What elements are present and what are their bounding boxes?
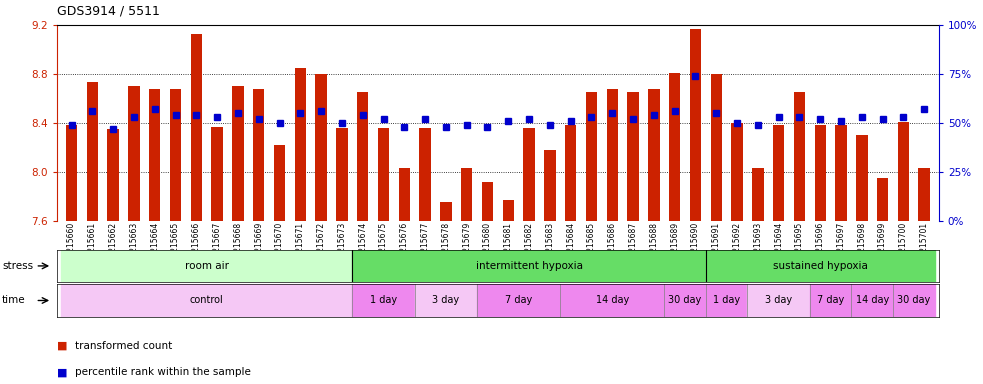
Text: stress: stress: [2, 261, 33, 271]
Text: ■: ■: [57, 367, 68, 377]
Bar: [170, 89, 181, 221]
Bar: [565, 125, 576, 221]
Bar: [810, 284, 851, 317]
Bar: [232, 86, 244, 221]
Bar: [648, 89, 660, 221]
Bar: [893, 284, 935, 317]
Bar: [336, 128, 348, 221]
Bar: [627, 92, 639, 221]
Bar: [815, 125, 826, 221]
Text: 14 day: 14 day: [855, 295, 889, 306]
Bar: [440, 202, 451, 221]
Text: 3 day: 3 day: [433, 295, 459, 306]
Bar: [665, 284, 706, 317]
Bar: [586, 92, 598, 221]
Bar: [482, 182, 493, 221]
Text: ■: ■: [57, 341, 68, 351]
Bar: [398, 168, 410, 221]
Bar: [352, 250, 706, 282]
Bar: [87, 83, 98, 221]
Bar: [731, 123, 743, 221]
Text: 7 day: 7 day: [817, 295, 844, 306]
Bar: [523, 128, 535, 221]
Bar: [851, 284, 893, 317]
Bar: [747, 284, 810, 317]
Bar: [211, 127, 223, 221]
Bar: [461, 168, 473, 221]
Bar: [274, 145, 285, 221]
Bar: [191, 33, 202, 221]
Bar: [897, 122, 909, 221]
Bar: [61, 250, 352, 282]
Bar: [690, 29, 701, 221]
Bar: [253, 89, 264, 221]
Text: sustained hypoxia: sustained hypoxia: [773, 261, 868, 271]
Text: room air: room air: [185, 261, 229, 271]
Bar: [107, 129, 119, 221]
Bar: [61, 284, 352, 317]
Bar: [706, 250, 935, 282]
Bar: [607, 89, 618, 221]
Text: transformed count: transformed count: [75, 341, 172, 351]
Bar: [149, 89, 160, 221]
Text: 30 day: 30 day: [897, 295, 931, 306]
Text: percentile rank within the sample: percentile rank within the sample: [75, 367, 251, 377]
Text: 1 day: 1 day: [370, 295, 397, 306]
Bar: [752, 168, 764, 221]
Text: intermittent hypoxia: intermittent hypoxia: [476, 261, 583, 271]
Bar: [352, 284, 415, 317]
Text: 3 day: 3 day: [765, 295, 792, 306]
Bar: [918, 168, 930, 221]
Bar: [66, 125, 78, 221]
Text: 14 day: 14 day: [596, 295, 629, 306]
Text: 7 day: 7 day: [505, 295, 533, 306]
Bar: [295, 68, 306, 221]
Bar: [836, 125, 846, 221]
Bar: [377, 128, 389, 221]
Bar: [706, 284, 747, 317]
Bar: [669, 73, 680, 221]
Text: GDS3914 / 5511: GDS3914 / 5511: [57, 4, 160, 17]
Bar: [477, 284, 560, 317]
Text: 30 day: 30 day: [668, 295, 702, 306]
Bar: [793, 92, 805, 221]
Text: time: time: [2, 295, 26, 306]
Bar: [128, 86, 140, 221]
Bar: [502, 200, 514, 221]
Bar: [316, 74, 326, 221]
Bar: [711, 74, 722, 221]
Bar: [357, 92, 369, 221]
Text: control: control: [190, 295, 223, 306]
Bar: [856, 135, 868, 221]
Bar: [545, 150, 555, 221]
Text: 1 day: 1 day: [713, 295, 740, 306]
Bar: [560, 284, 665, 317]
Bar: [420, 128, 431, 221]
Bar: [877, 178, 889, 221]
Bar: [415, 284, 477, 317]
Bar: [773, 125, 784, 221]
